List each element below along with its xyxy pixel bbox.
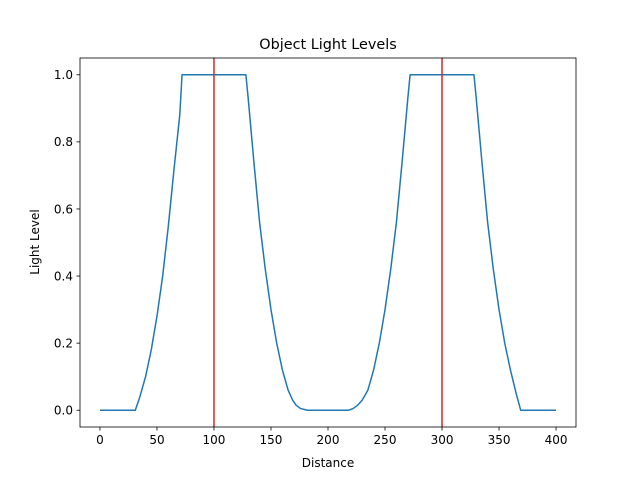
x-tick-label: 250 (374, 433, 397, 447)
x-tick-label: 200 (317, 433, 340, 447)
x-tick-label: 400 (545, 433, 568, 447)
x-tick-label: 0 (96, 433, 104, 447)
x-axis-title: Distance (302, 456, 354, 470)
x-tick-label: 100 (203, 433, 226, 447)
y-axis-title: Light Level (28, 209, 42, 274)
y-tick-label: 0.6 (54, 202, 73, 216)
axis-ticks: 0 50 100 150 200 250 300 350 400 0.0 0.2 0.4 0.6 0.8 1… (54, 68, 568, 447)
y-tick-label: 0.2 (54, 336, 73, 350)
x-tick-label: 300 (431, 433, 454, 447)
plot-area (79, 57, 577, 428)
y-tick-label: 0.8 (54, 135, 73, 149)
x-tick-label: 50 (149, 433, 164, 447)
chart-title: Object Light Levels (259, 37, 396, 53)
x-tick-label: 350 (488, 433, 511, 447)
axes-frame (79, 57, 577, 428)
x-tick-label: 150 (260, 433, 283, 447)
y-tick-label: 0.0 (54, 404, 73, 418)
y-tick-label: 1.0 (54, 68, 73, 82)
y-tick-label: 0.4 (54, 269, 73, 283)
series-line-1 (99, 74, 557, 411)
